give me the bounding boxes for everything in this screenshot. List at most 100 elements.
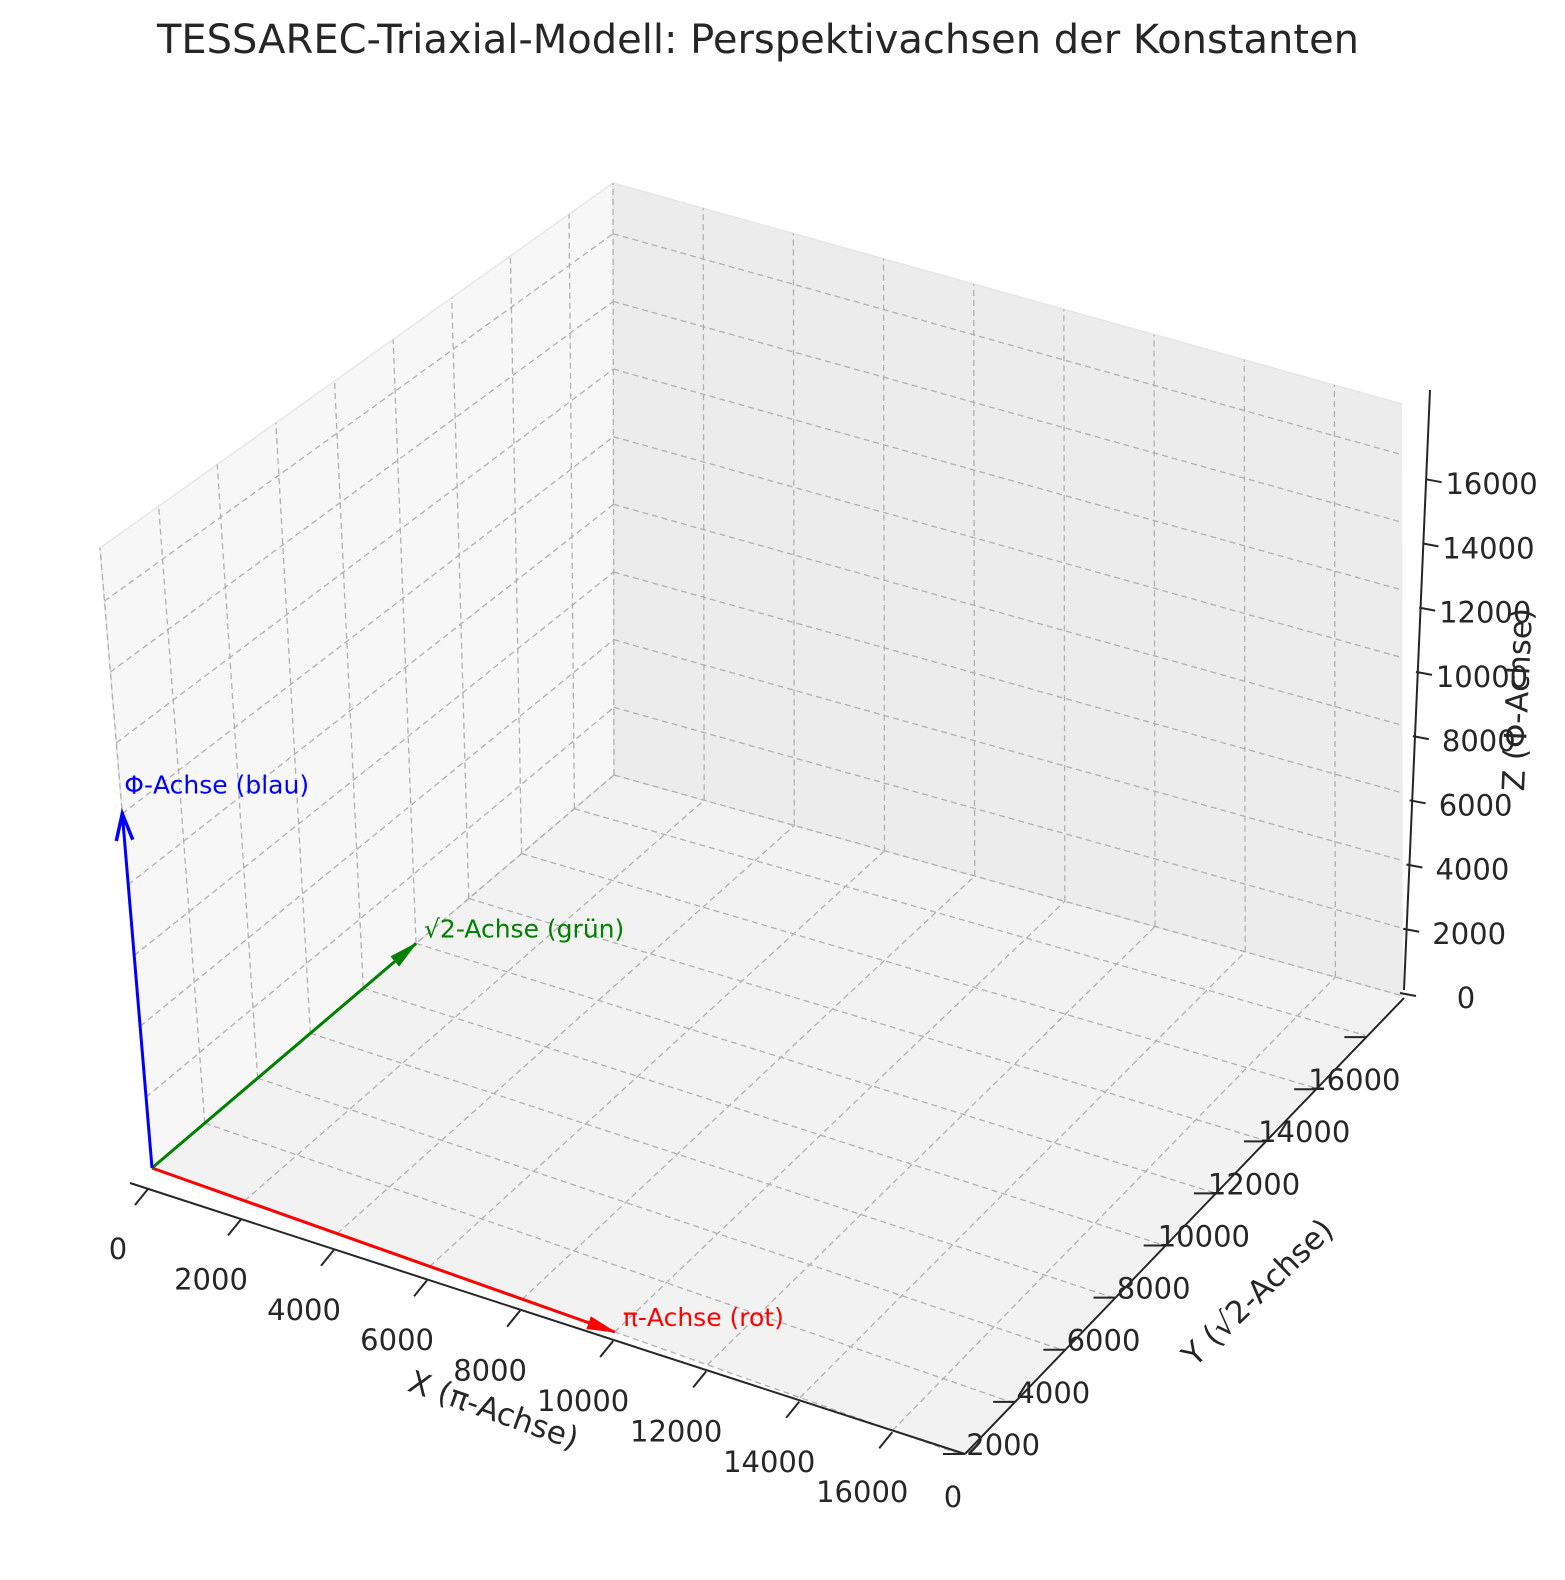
x-tick-mark <box>413 1279 428 1297</box>
x-tick-label: 12000 <box>630 1414 722 1448</box>
vectors-group: π-Achse (rot) √2-Achse (grün) Φ-Achse (bla… <box>114 771 784 1334</box>
gridline-z-back <box>613 571 1403 794</box>
vector-line-0 <box>151 1166 616 1334</box>
z-tick-label: 8000 <box>1442 724 1516 758</box>
x-tick-label: 4000 <box>267 1293 341 1327</box>
y-tick-label: 12000 <box>1208 1167 1300 1201</box>
gridline-z-back <box>613 300 1403 524</box>
x-axis-line <box>129 1182 966 1455</box>
gridline-z-left <box>139 639 615 1027</box>
y-tick-label: 8000 <box>1117 1272 1191 1306</box>
z-tick-label: 2000 <box>1432 917 1506 951</box>
y-tick-label: 0 <box>944 1480 962 1514</box>
gridline-z-left <box>133 571 615 956</box>
gridline-y-floor <box>521 852 1315 1089</box>
x-tick-label: 14000 <box>723 1445 815 1479</box>
gridline-y-left <box>157 506 206 1124</box>
vector-head-0 <box>586 1316 616 1333</box>
gridline-x-floor <box>244 799 705 1202</box>
vector-line-2 <box>120 813 154 1169</box>
gridline-x-back <box>1063 309 1066 902</box>
z-tick-mark <box>1412 735 1429 741</box>
gridline-z-left <box>104 233 614 602</box>
z-tick-mark <box>1403 927 1420 933</box>
z-tick-mark <box>1415 670 1433 676</box>
gridline-z-back <box>613 774 1404 997</box>
gridline-x-floor <box>706 926 1156 1366</box>
y-tick-label: 14000 <box>1258 1115 1350 1149</box>
x-tick-label: 0 <box>109 1232 127 1266</box>
gridline-y-left <box>451 297 470 899</box>
back-wall-pane <box>613 183 1403 996</box>
gridline-z-left <box>145 706 615 1098</box>
pane-edge <box>612 182 1403 405</box>
gridline-y-left <box>216 464 259 1079</box>
vector-label-2: Φ-Achse (blau) <box>124 771 309 800</box>
gridline-z-back <box>613 436 1403 659</box>
z-tick-mark <box>1422 542 1439 548</box>
x-tick-mark <box>599 1340 614 1358</box>
gridline-y-floor <box>257 1077 1064 1351</box>
z-tick-label: 0 <box>1457 981 1475 1015</box>
z-tick-mark <box>1425 478 1442 484</box>
gridline-x-back <box>882 258 886 851</box>
pane-edge <box>99 182 614 549</box>
gridline-z-back <box>613 503 1403 726</box>
z-tick-mark <box>1399 992 1417 997</box>
gridline-y-floor <box>310 1032 1114 1299</box>
y-tick-label: 16000 <box>1308 1063 1400 1097</box>
x-tick-mark <box>320 1249 335 1267</box>
x-tick-mark <box>134 1188 149 1206</box>
vector-head-1 <box>390 942 417 967</box>
gridline-x-back <box>973 284 976 877</box>
z-tick-label: 6000 <box>1439 788 1513 822</box>
vector-line-1 <box>151 942 417 1170</box>
x-tick-mark <box>692 1370 707 1389</box>
chart-title: TESSAREC-Triaxial-Modell: Perspektivachs… <box>156 17 1359 63</box>
vector-label-0: π-Achse (rot) <box>623 1303 784 1332</box>
z-axis-line <box>1403 389 1431 991</box>
x-tick-label: 16000 <box>816 1475 908 1509</box>
vector-head-2 <box>114 807 135 842</box>
x-tick-label: 2000 <box>174 1262 248 1296</box>
z-tick-label: 12000 <box>1439 596 1531 630</box>
gridline-z-back <box>613 368 1403 591</box>
x-tick-label: 10000 <box>537 1384 629 1418</box>
z-tick-label: 10000 <box>1436 660 1528 694</box>
z-tick-label: 16000 <box>1445 467 1537 501</box>
gridline-x-back <box>612 182 615 776</box>
gridline-x-floor <box>892 976 1336 1431</box>
z-axis-label: Z (Φ-Achse) <box>1496 607 1540 792</box>
left-wall-pane <box>100 183 614 1168</box>
gridline-z-left <box>121 436 614 815</box>
vector-label-1: √2-Achse (grün) <box>424 914 624 943</box>
x-tick-mark <box>506 1309 521 1328</box>
z-tick-label: 14000 <box>1442 531 1534 565</box>
gridline-x-floor <box>614 900 1066 1333</box>
floor-pane <box>152 775 1403 1455</box>
gridline-y-left <box>392 339 417 944</box>
z-tick-label: 4000 <box>1435 853 1509 887</box>
y-axis-line <box>964 997 1405 1455</box>
gridline-y-left <box>275 422 312 1034</box>
y-tick-label: 4000 <box>1016 1376 1090 1410</box>
x-tick-mark <box>227 1218 242 1237</box>
x-tick-label: 8000 <box>453 1354 527 1388</box>
z-tick-mark <box>1409 799 1426 805</box>
gridline-x-back <box>1333 385 1337 978</box>
y-tick-label: 2000 <box>966 1428 1040 1462</box>
gridline-x-floor <box>429 850 885 1267</box>
gridline-y-floor <box>204 1122 1013 1404</box>
y-tick-label: 10000 <box>1158 1219 1250 1253</box>
z-tick-mark <box>1419 606 1436 612</box>
z-tick-mark <box>1406 863 1423 869</box>
gridline-x-floor <box>336 825 795 1235</box>
gridline-y-floor <box>363 987 1164 1246</box>
gridline-y-left <box>568 214 576 809</box>
gridline-z-back <box>612 233 1403 456</box>
x-tick-label: 6000 <box>360 1323 434 1357</box>
gridline-x-back <box>702 208 705 801</box>
gridline-x-back <box>792 233 795 826</box>
gridline-z-back <box>613 639 1403 862</box>
